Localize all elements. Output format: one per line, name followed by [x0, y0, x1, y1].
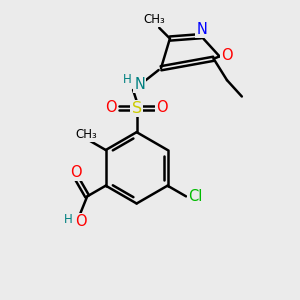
Text: H: H: [64, 213, 73, 226]
Text: O: O: [75, 214, 87, 229]
Text: N: N: [134, 77, 145, 92]
Text: Cl: Cl: [188, 189, 202, 204]
Text: S: S: [132, 101, 142, 116]
Text: H: H: [123, 73, 131, 86]
Text: CH₃: CH₃: [75, 128, 97, 141]
Text: O: O: [221, 48, 233, 63]
Text: O: O: [70, 165, 81, 180]
Text: O: O: [156, 100, 168, 115]
Text: O: O: [106, 100, 117, 115]
Text: CH₃: CH₃: [143, 13, 165, 26]
Text: N: N: [196, 22, 208, 37]
